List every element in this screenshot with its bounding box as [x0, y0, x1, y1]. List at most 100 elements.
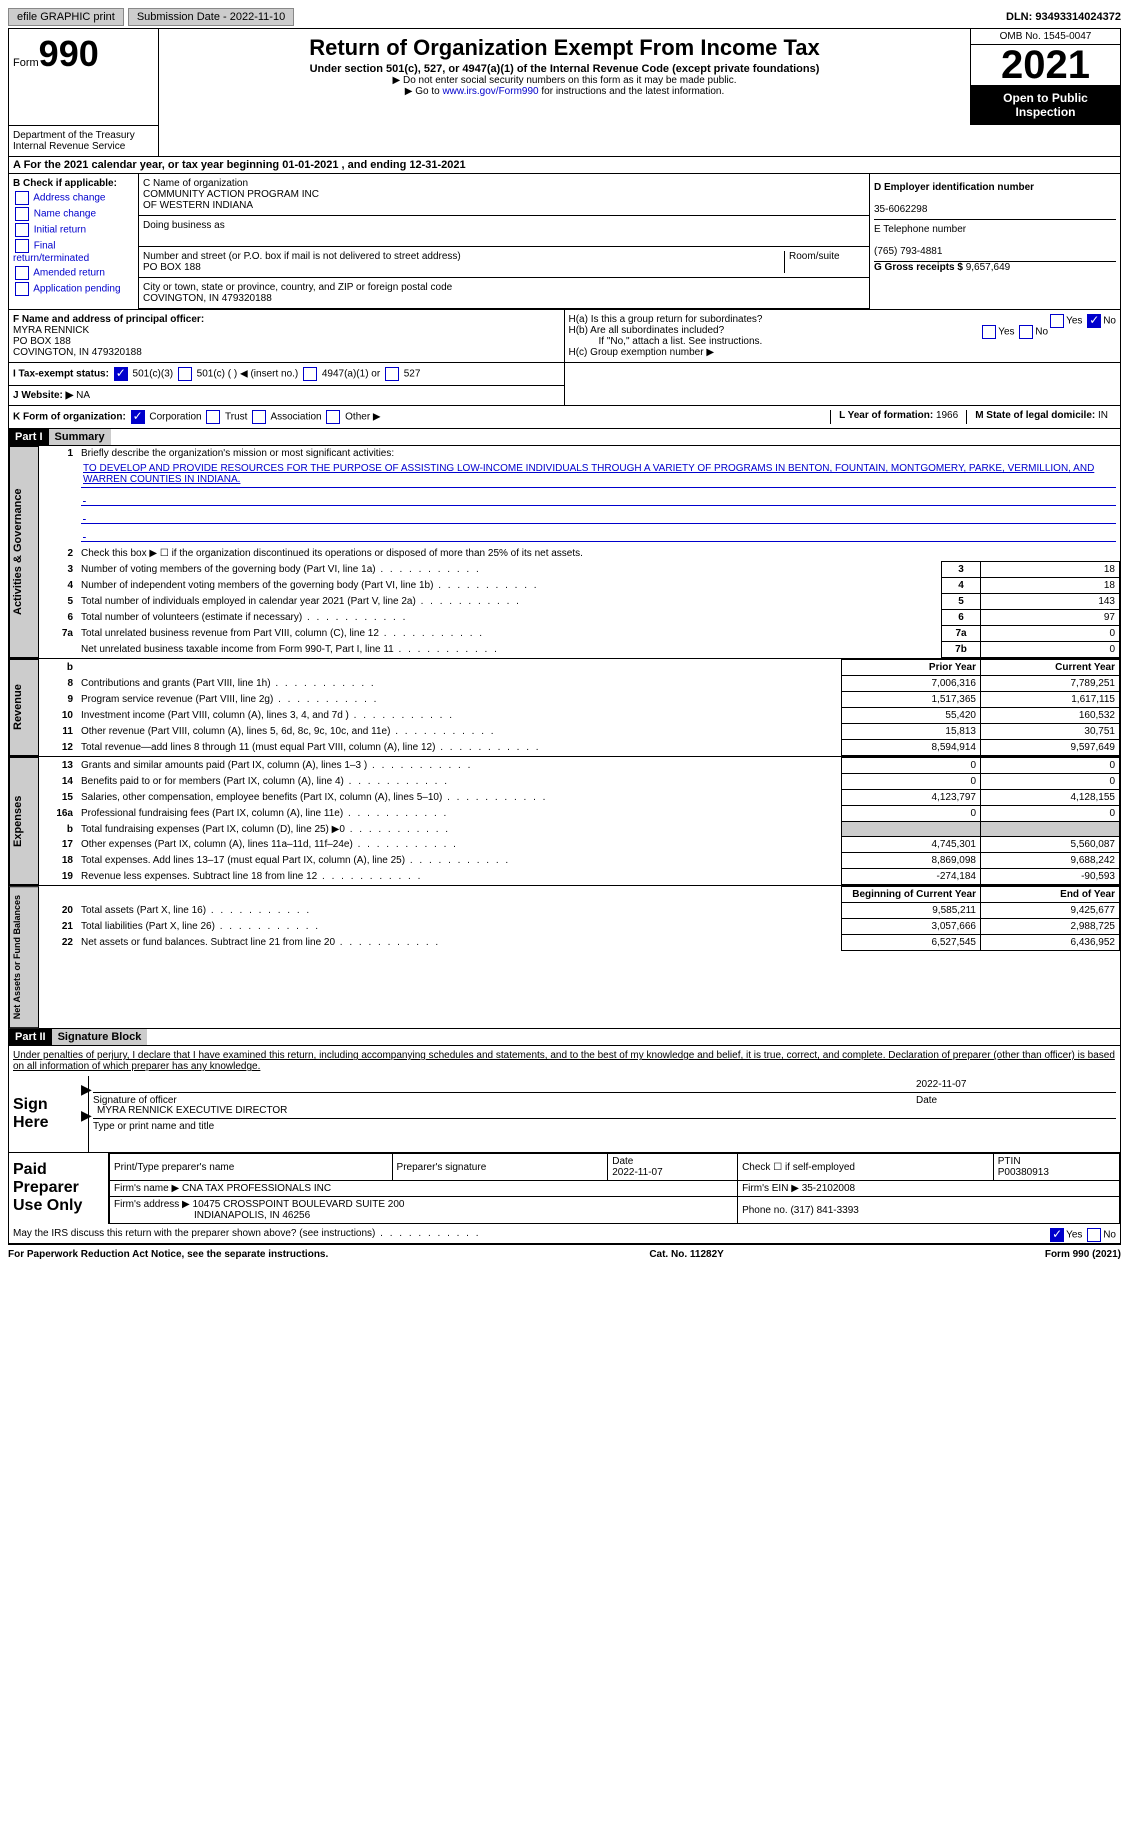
- netassets-section: Net Assets or Fund Balances Beginning of…: [8, 886, 1121, 1029]
- gross-value: 9,657,649: [966, 262, 1011, 273]
- dept-label: Department of the Treasury Internal Reve…: [9, 125, 159, 156]
- summary-row: 15Salaries, other compensation, employee…: [39, 790, 1120, 806]
- other-check[interactable]: [326, 410, 340, 424]
- summary-row: 12Total revenue—add lines 8 through 11 (…: [39, 740, 1120, 756]
- part2-header: Part IISignature Block: [8, 1029, 1121, 1046]
- submission-button[interactable]: Submission Date - 2022-11-10: [128, 8, 294, 26]
- box-b-option[interactable]: Final return/terminated: [13, 239, 134, 264]
- signature-block: Under penalties of perjury, I declare th…: [8, 1046, 1121, 1244]
- summary-row: 7aTotal unrelated business revenue from …: [39, 626, 1120, 642]
- officer-group-box: F Name and address of principal officer:…: [8, 310, 1121, 363]
- city-label: City or town, state or province, country…: [143, 282, 865, 293]
- addr-label: Number and street (or P.O. box if mail i…: [143, 251, 784, 262]
- summary-row: 20Total assets (Part X, line 16)9,585,21…: [39, 903, 1120, 919]
- summary-row: 4Number of independent voting members of…: [39, 578, 1120, 594]
- summary-row: 11Other revenue (Part VIII, column (A), …: [39, 724, 1120, 740]
- activities-label: Activities & Governance: [9, 446, 39, 658]
- note-ssn: ▶ Do not enter social security numbers o…: [163, 75, 966, 86]
- summary-row: 21Total liabilities (Part X, line 26)3,0…: [39, 919, 1120, 935]
- hb-yes-check[interactable]: [982, 325, 996, 339]
- corp-check[interactable]: [131, 410, 145, 424]
- status-website-box: I Tax-exempt status: 501(c)(3) 501(c) ( …: [8, 363, 1121, 406]
- summary-row: 14Benefits paid to or for members (Part …: [39, 774, 1120, 790]
- summary-row: bTotal fundraising expenses (Part IX, co…: [39, 822, 1120, 837]
- h-a-label: H(a) Is this a group return for subordin…: [569, 314, 763, 325]
- expenses-label: Expenses: [9, 757, 39, 885]
- dln-label: DLN: 93493314024372: [1006, 11, 1121, 23]
- discuss-yes-check[interactable]: [1050, 1228, 1064, 1242]
- summary-row: Net unrelated business taxable income fr…: [39, 642, 1120, 658]
- addr-value: PO BOX 188: [143, 262, 784, 273]
- website-value: NA: [76, 390, 90, 401]
- expenses-section: Expenses 13Grants and similar amounts pa…: [8, 757, 1121, 886]
- period-row: A For the 2021 calendar year, or tax yea…: [8, 157, 1121, 174]
- summary-row: 17Other expenses (Part IX, column (A), l…: [39, 837, 1120, 853]
- preparer-table: Print/Type preparer's name Preparer's si…: [109, 1153, 1120, 1224]
- netassets-label: Net Assets or Fund Balances: [9, 886, 39, 1028]
- revenue-label: Revenue: [9, 659, 39, 756]
- note-link: ▶ Go to www.irs.gov/Form990 for instruct…: [163, 86, 966, 97]
- irs-link[interactable]: www.irs.gov/Form990: [442, 86, 538, 97]
- box-b-option[interactable]: Address change: [13, 191, 134, 205]
- ein-value: 35-6062298: [874, 204, 927, 215]
- sign-here-label: Sign Here: [9, 1076, 89, 1152]
- summary-row: 8Contributions and grants (Part VIII, li…: [39, 676, 1120, 692]
- summary-row: 18Total expenses. Add lines 13–17 (must …: [39, 853, 1120, 869]
- 527-check[interactable]: [385, 367, 399, 381]
- mission-label: Briefly describe the organization's miss…: [81, 448, 394, 459]
- org-name-2: OF WESTERN INDIANA: [143, 200, 865, 211]
- efile-button[interactable]: efile GRAPHIC print: [8, 8, 124, 26]
- website-label: J Website: ▶: [13, 390, 73, 401]
- top-bar: efile GRAPHIC print Submission Date - 20…: [8, 8, 1121, 26]
- summary-row: 19Revenue less expenses. Subtract line 1…: [39, 869, 1120, 885]
- form-title: Return of Organization Exempt From Incom…: [163, 35, 966, 61]
- box-b-option[interactable]: Application pending: [13, 282, 134, 296]
- ha-yes-check[interactable]: [1050, 314, 1064, 328]
- city-value: COVINGTON, IN 479320188: [143, 293, 865, 304]
- summary-row: 22Net assets or fund balances. Subtract …: [39, 935, 1120, 951]
- form-header: Form990 Return of Organization Exempt Fr…: [8, 28, 1121, 157]
- 501c-check[interactable]: [178, 367, 192, 381]
- h-c-label: H(c) Group exemption number ▶: [569, 347, 1117, 358]
- form-subtitle: Under section 501(c), 527, or 4947(a)(1)…: [163, 63, 966, 75]
- summary-row: 9Program service revenue (Part VIII, lin…: [39, 692, 1120, 708]
- officer-city: COVINGTON, IN 479320188: [13, 347, 142, 358]
- officer-addr: PO BOX 188: [13, 336, 71, 347]
- trust-check[interactable]: [206, 410, 220, 424]
- box-b-option[interactable]: Name change: [13, 207, 134, 221]
- summary-row: 13Grants and similar amounts paid (Part …: [39, 758, 1120, 774]
- org-name-label: C Name of organization: [143, 178, 865, 189]
- h-b-label: H(b) Are all subordinates included?: [569, 325, 725, 336]
- ha-no-check[interactable]: [1087, 314, 1101, 328]
- phone-label: E Telephone number: [874, 224, 1116, 235]
- tax-status-label: I Tax-exempt status:: [13, 369, 109, 380]
- discuss-no-check[interactable]: [1087, 1228, 1101, 1242]
- summary-row: 5Total number of individuals employed in…: [39, 594, 1120, 610]
- org-name-1: COMMUNITY ACTION PROGRAM INC: [143, 189, 865, 200]
- box-b-option[interactable]: Initial return: [13, 223, 134, 237]
- q2-text: Check this box ▶ ☐ if the organization d…: [77, 546, 1120, 562]
- paid-preparer-label: Paid Preparer Use Only: [9, 1153, 109, 1224]
- 501c3-check[interactable]: [114, 367, 128, 381]
- phone-value: (765) 793-4881: [874, 246, 942, 257]
- form-number: Form990: [13, 33, 154, 75]
- page-footer: For Paperwork Reduction Act Notice, see …: [8, 1244, 1121, 1264]
- room-label: Room/suite: [785, 251, 865, 273]
- discuss-label: May the IRS discuss this return with the…: [13, 1228, 481, 1239]
- hb-no-check[interactable]: [1019, 325, 1033, 339]
- declaration: Under penalties of perjury, I declare th…: [9, 1046, 1120, 1076]
- part1-header: Part ISummary: [8, 429, 1121, 446]
- summary-row: 10Investment income (Part VIII, column (…: [39, 708, 1120, 724]
- open-inspection: Open to Public Inspection: [971, 85, 1120, 125]
- mission-text: TO DEVELOP AND PROVIDE RESOURCES FOR THE…: [81, 461, 1116, 488]
- entity-box: B Check if applicable: Address change Na…: [8, 174, 1121, 310]
- box-b-option[interactable]: Amended return: [13, 266, 134, 280]
- assoc-check[interactable]: [252, 410, 266, 424]
- tax-year: 2021: [971, 45, 1120, 85]
- gross-label: G Gross receipts $: [874, 262, 966, 273]
- 4947-check[interactable]: [303, 367, 317, 381]
- box-b-title: B Check if applicable:: [13, 178, 117, 189]
- ein-label: D Employer identification number: [874, 182, 1034, 193]
- dba-label: Doing business as: [143, 220, 865, 231]
- officer-name: MYRA RENNICK: [13, 325, 89, 336]
